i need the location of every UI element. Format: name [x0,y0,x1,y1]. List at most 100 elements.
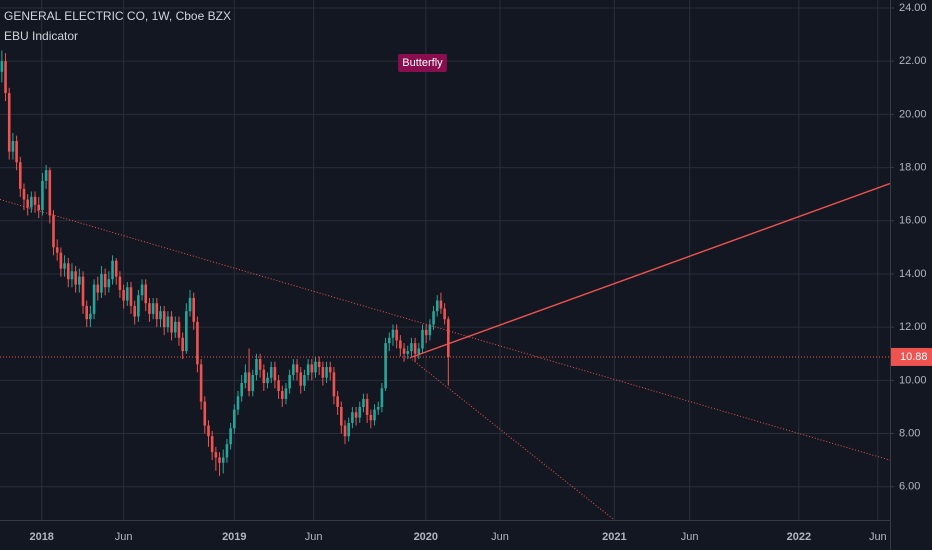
candle-body [402,348,406,354]
candle-body [332,372,336,397]
candle-body [192,297,196,322]
candle-body [292,364,295,376]
candle-body [399,340,402,349]
candle-body [354,412,358,418]
candle-body [181,337,184,352]
candle-body [55,247,59,253]
labels: 6.00 8.00 10.00 12.00 14.00 16.00 18.00 20.00 22… [29,2,932,543]
candle-body [96,284,100,293]
candle-body [100,273,103,293]
candle-body [251,375,255,391]
candle-body [273,367,277,381]
candle-body [410,343,413,352]
candle-body [328,367,332,373]
candle-body [306,364,310,376]
candle-body [413,343,417,354]
candle-body [269,367,273,378]
x-tick-label: Jun [491,531,509,543]
candle-body [52,215,55,248]
x-tick-label: 2019 [222,531,246,543]
candle-body [317,361,321,368]
y-tick-label: 24.00 [899,2,927,14]
candle-body [26,199,29,208]
candle-body [380,388,384,407]
candle-body [233,409,236,429]
candle-body [199,364,203,402]
candle-body [155,303,159,320]
candle-body [384,343,387,389]
candle-body [185,311,188,352]
candle-body [66,263,70,280]
candle-body [247,372,251,391]
candle-body [284,388,288,399]
candle-body [74,271,77,285]
candle-body [111,260,114,280]
candle-body [439,300,443,309]
candle-body [365,398,369,415]
candle-body [15,140,18,163]
candle-body [362,398,365,407]
candle-body [126,287,129,301]
price-label-box [891,347,932,366]
candle-body [210,436,214,453]
candle-body [258,359,262,370]
candle-body [30,196,33,208]
candle-body [107,279,111,288]
candle-body [321,367,325,378]
candle-body [81,276,85,306]
x-tick-label: Jun [305,531,323,543]
y-tick-label: 22.00 [899,55,927,67]
candle-body [92,284,96,314]
candle-body [188,297,192,312]
x-tick-label: Jun [681,531,699,543]
candle-body [432,311,435,325]
x-tick-label: Jun [869,531,887,543]
candle-body [4,61,7,94]
candle-body [177,321,181,338]
candle-body [173,321,177,333]
candle-body [19,162,22,189]
x-tick-label: 2020 [414,531,438,543]
candle-body [376,406,380,410]
y-tick-label: 8.00 [899,427,920,439]
candle-body [240,383,243,397]
candle-body [63,263,66,269]
candle-body [358,406,362,418]
candle-body [218,457,221,463]
grid [0,0,890,520]
candle-body [314,361,317,373]
candle-body [262,369,266,384]
candle-body [391,329,395,338]
candle-body [137,295,140,317]
chart-subtitle: EBU Indicator [4,29,78,43]
candle-body [443,308,446,320]
candle-body [336,396,339,407]
annotation: Butterfly [402,57,443,69]
candle-body [140,284,144,296]
candle-body [37,204,41,211]
candle-body [129,287,133,306]
candle-body [340,406,343,426]
candle-body [428,324,432,336]
candle-body [7,93,11,152]
chart-title: GENERAL ELECTRIC CO, 1W, Cboe BZX [4,9,231,23]
candle-body [417,348,421,354]
candle-body [59,252,63,269]
candle-body [89,313,92,320]
price-label: 10.88 [900,351,928,363]
candle-body [122,289,125,301]
candle-body [421,329,424,349]
candle-body [303,375,306,386]
candle-body [151,303,155,314]
candle-body [280,390,284,399]
candle-body [133,305,136,317]
candle-body [162,311,166,328]
candle-body [103,273,107,288]
candle-body [70,271,74,280]
candle-body [78,276,81,285]
trend-line [409,182,891,359]
candle-body [48,170,52,216]
candle-body [295,364,299,373]
candle-body [310,364,314,373]
